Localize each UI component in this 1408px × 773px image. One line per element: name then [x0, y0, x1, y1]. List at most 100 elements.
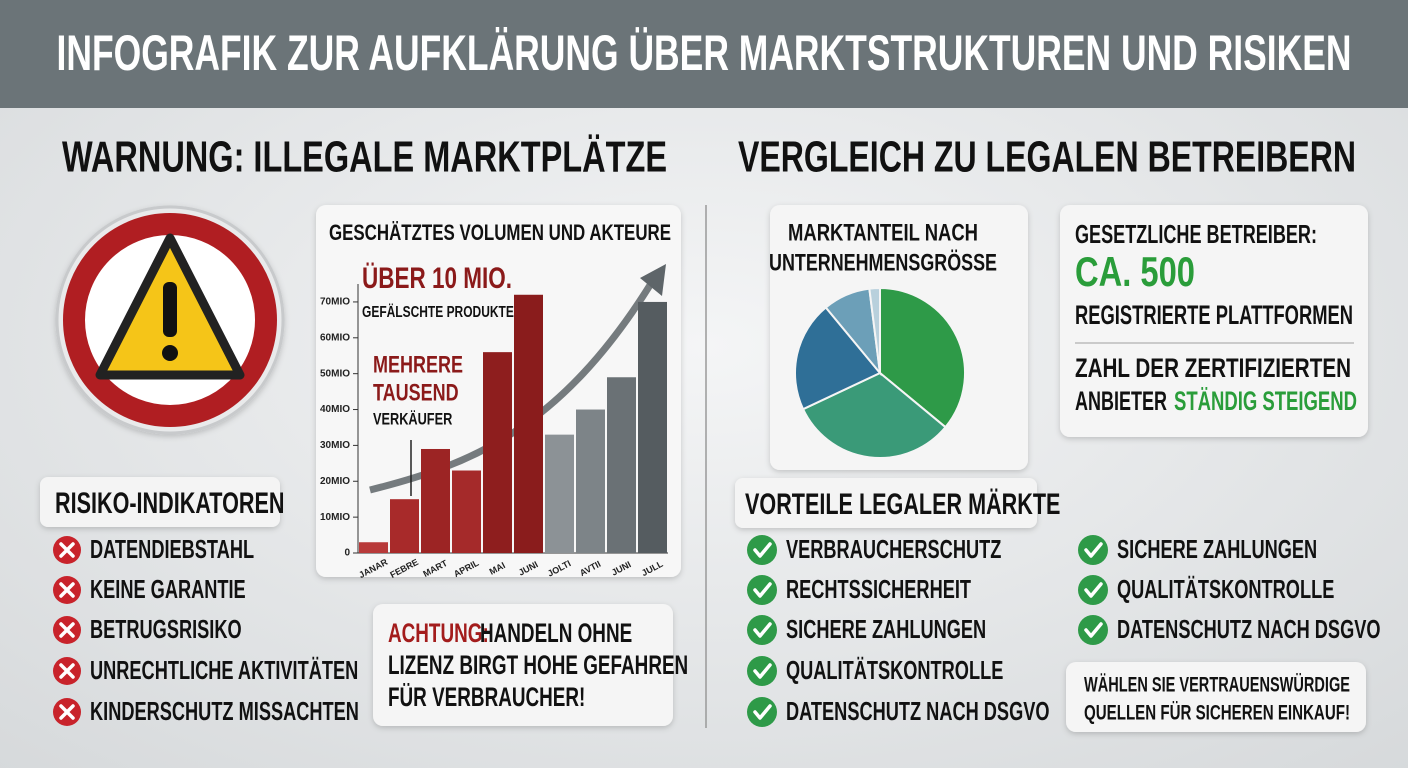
pie-slice: [868, 286, 881, 374]
trend-arrowhead: [640, 264, 666, 296]
icon-check: [753, 542, 772, 558]
icon-cross: [59, 582, 75, 598]
warning-line: FÜR VERBRAUCHER!: [388, 682, 585, 712]
benefit-item: QUALITÄTSKONTROLLE: [1117, 575, 1334, 604]
benefit-item: QUALITÄTSKONTROLLE: [786, 656, 1003, 685]
icon-circle: [747, 656, 777, 686]
icon-check: [1084, 542, 1103, 558]
benefit-item: SICHERE ZAHLUNGEN: [786, 615, 986, 644]
icon-check: [753, 622, 772, 638]
y-tick-label: 0: [344, 548, 350, 559]
y-tick-label: 70MIO: [320, 297, 350, 308]
annotation: MEHRERE: [373, 352, 463, 378]
advice-card: [1066, 662, 1366, 732]
icon-circle: [747, 575, 777, 605]
annotation: GEFÄLSCHTE PRODUKTE: [362, 303, 514, 321]
benefit-item: SICHERE ZAHLUNGEN: [1117, 535, 1317, 564]
y-tick-label: 40MIO: [320, 404, 350, 415]
icon-check: [753, 663, 772, 679]
icon-circle: [747, 535, 777, 565]
cross-icon: [53, 576, 81, 604]
icon-cross: [59, 622, 75, 638]
check-icon: [747, 535, 777, 565]
icon-circle: [1078, 615, 1108, 645]
check-icon: [1078, 575, 1108, 605]
annotation: TAUSEND: [373, 380, 459, 406]
area-column: [359, 542, 388, 553]
check-icon: [1078, 535, 1108, 565]
certified-trend: STÄNDIG STEIGEND: [1174, 386, 1357, 416]
benefit-item: RECHTSSICHERHEIT: [786, 575, 971, 604]
cross-icon: [53, 657, 81, 685]
icon-circle: [1078, 535, 1108, 565]
check-icon: [747, 615, 777, 645]
benefits-title-card: [735, 478, 1037, 528]
icon-check: [1084, 582, 1103, 598]
icon-cross: [59, 704, 75, 720]
check-icon: [747, 575, 777, 605]
area-column: [545, 434, 574, 553]
icon-circle: [747, 697, 777, 727]
warning-label: ACHTUNG:: [388, 618, 489, 648]
y-tick-label: 50MIO: [320, 368, 350, 379]
area-column: [452, 470, 481, 553]
annotation: ÜBER 10 MIO.: [362, 261, 512, 295]
annotation: VERKÄUFER: [373, 410, 452, 429]
risk-item: UNRECHTLICHE AKTIVITÄTEN: [90, 656, 358, 685]
area-column: [390, 499, 419, 553]
page-title: INFOGRAFIK ZUR AUFKLÄRUNG ÜBER MARKTSTRU…: [57, 25, 1352, 81]
pie-slice: [801, 371, 947, 459]
cross-icon: [53, 536, 81, 564]
warning-line: LIZENZ BIRGT HOHE GEFAHREN: [388, 650, 688, 680]
icon-circle: [1078, 575, 1108, 605]
risk-item: DATENDIEBSTAHL: [90, 535, 254, 564]
icon-cross: [59, 663, 75, 679]
operators-count-label: REGISTRIERTE PLATTFORMEN: [1075, 300, 1353, 330]
warning-line: HANDELN OHNE: [480, 618, 632, 648]
area-column: [607, 377, 636, 553]
header-band: [0, 0, 1408, 108]
icon-check: [1084, 622, 1103, 638]
area-column: [638, 301, 667, 553]
left-heading: WARNUNG: ILLEGALE MARKTPLÄTZE: [62, 133, 667, 182]
cross-icon: [53, 616, 81, 644]
advice-line: QUELLEN FÜR SICHEREN EINKAUF!: [1084, 702, 1350, 725]
area-column: [483, 352, 512, 553]
pie-slice: [794, 306, 882, 411]
warning-card: [373, 604, 673, 726]
risk-title-card: [40, 477, 280, 527]
advice-line: WÄHLEN SIE VERTRAUENSWÜRDIGE: [1084, 674, 1350, 697]
risk-item: KEINE GARANTIE: [90, 575, 246, 604]
risk-title: RISIKO-INDIKATOREN: [55, 485, 284, 519]
benefits-title: VORTEILE LEGALER MÄRKTE: [745, 486, 1060, 520]
pie-slice: [879, 286, 966, 429]
y-tick-label: 60MIO: [320, 332, 350, 343]
y-tick-label: 20MIO: [320, 476, 350, 487]
check-icon: [1078, 615, 1108, 645]
cross-icon: [53, 698, 81, 726]
icon-check: [753, 582, 772, 598]
area-column: [576, 409, 605, 553]
risk-item: BETRUGSRISIKO: [90, 615, 242, 644]
operators-title: GESETZLICHE BETREIBER:: [1075, 219, 1317, 249]
area-column: [421, 448, 450, 553]
y-tick-label: 30MIO: [320, 440, 350, 451]
certified-line: ANBIETER: [1075, 386, 1167, 416]
operators-card: [1060, 205, 1368, 437]
icon-circle: [747, 615, 777, 645]
benefit-item: VERBRAUCHERSCHUTZ: [786, 535, 1002, 564]
certified-line: ZAHL DER ZERTIFIZIERTEN: [1075, 353, 1351, 383]
icon-check: [753, 704, 772, 720]
y-tick-label: 10MIO: [320, 512, 350, 523]
area-column: [514, 294, 543, 553]
icon-cross: [59, 542, 75, 558]
warning-sign: [55, 205, 285, 435]
check-icon: [747, 697, 777, 727]
operators-count: CA. 500: [1075, 248, 1195, 295]
chart-title: GESCHÄTZTES VOLUMEN UND AKTEURE: [329, 220, 671, 245]
right-heading: VERGLEICH ZU LEGALEN BETREIBERN: [738, 133, 1356, 182]
risk-item: KINDERSCHUTZ MISSACHTEN: [90, 697, 359, 726]
pie-title: UNTERNEHMENSGRÖSSE: [769, 249, 997, 276]
check-icon: [747, 656, 777, 686]
